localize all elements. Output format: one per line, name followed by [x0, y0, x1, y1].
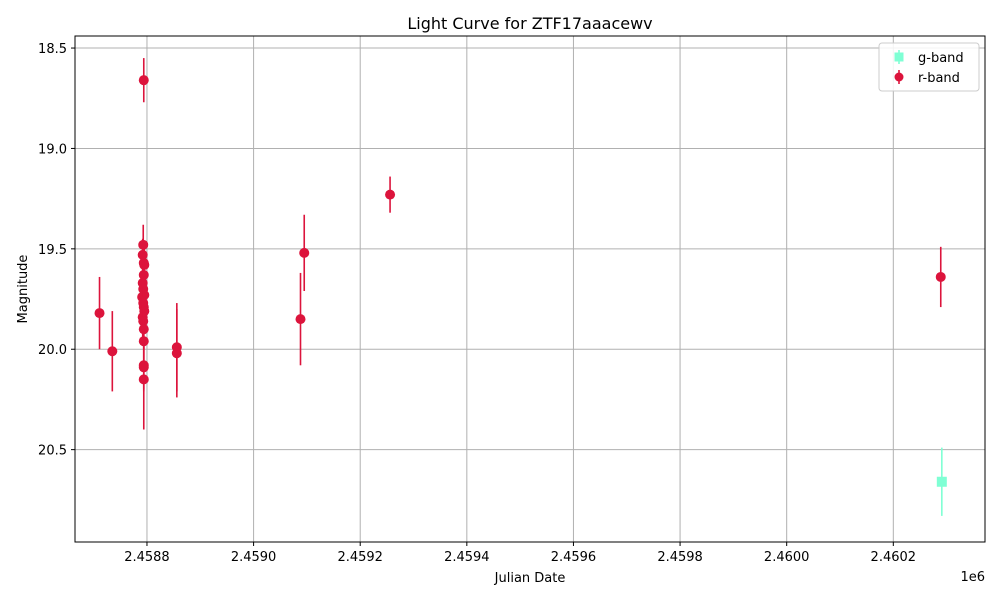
data-layer: [94, 58, 947, 516]
legend-g-band-label: g-band: [918, 51, 964, 66]
legend: g-band r-band: [878, 42, 980, 92]
x-axis-label: Julian Date: [494, 571, 566, 586]
x-tick-label: 2.4594: [444, 550, 490, 565]
r-band-point: [385, 189, 396, 200]
x-tick-label: 2.4590: [231, 550, 277, 565]
g-band-point: [936, 476, 947, 487]
legend-r-band-marker: [894, 72, 904, 82]
x-tick-label: 2.4602: [871, 550, 917, 565]
legend-g-band-marker: [894, 52, 904, 62]
r-band-point: [138, 75, 149, 86]
chart-title: Light Curve for ZTF17aaacewv: [407, 14, 652, 33]
legend-r-band-label: r-band: [918, 71, 960, 86]
x-tick-label: 2.4588: [124, 550, 170, 565]
plot-frame: [74, 35, 986, 543]
y-tick-label: 20.0: [38, 343, 67, 358]
grid-layer: [75, 36, 985, 542]
r-band-point: [94, 308, 105, 319]
r-band-point: [295, 314, 306, 325]
r-band-point: [299, 247, 310, 258]
y-tick-label: 18.5: [38, 42, 67, 57]
y-axis-label: Magnitude: [16, 255, 31, 324]
legend-box: [878, 42, 980, 92]
x-tick-label: 2.4598: [657, 550, 703, 565]
y-tick-label: 19.5: [38, 243, 67, 258]
axes-layer: 2.4588 2.4590 2.4592 2.4594 2.4596 2.4598 2.46…: [38, 42, 916, 565]
r-band-point: [138, 374, 149, 385]
r-band-point: [171, 348, 182, 359]
y-tick-label: 19.0: [38, 142, 67, 157]
r-band-point: [137, 249, 148, 260]
y-tick-label: 20.5: [38, 444, 67, 459]
x-tick-label: 2.4600: [764, 550, 810, 565]
r-band-point: [107, 346, 118, 357]
x-axis-offset-label: 1e6: [960, 570, 985, 585]
x-tick-label: 2.4596: [551, 550, 597, 565]
x-tick-label: 2.4592: [337, 550, 383, 565]
r-band-point: [935, 271, 946, 282]
